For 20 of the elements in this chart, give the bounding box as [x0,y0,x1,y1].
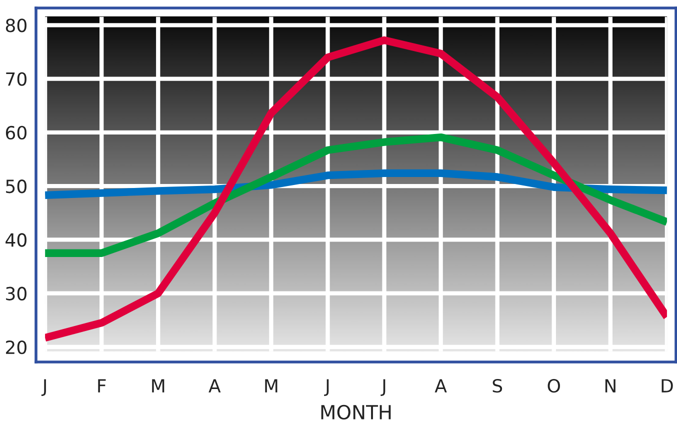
x-tick-label: J [41,379,46,396]
y-tick-label: 80 [6,18,26,32]
y-tick-label: 70 [6,72,26,86]
x-tick-label: O [548,378,560,393]
y-tick-label: 60 [6,126,26,140]
x-tick-label: A [208,379,221,392]
y-tick-label: 40 [6,233,26,247]
x-tick-label: N [605,379,616,392]
y-tick-label: 50 [6,180,26,194]
x-tick-label: J [324,379,329,396]
x-tick-label: A [434,379,447,392]
x-tick-label: M [265,379,278,392]
x-tick-label: D [662,379,673,392]
x-tick-label: M [152,379,164,392]
x-axis-title: MONTH [321,404,391,420]
y-tick-label: 20 [6,340,26,354]
x-tick-label: J [380,379,386,396]
x-tick-label: S [492,378,502,393]
x-tick-label: F [98,379,106,392]
y-tick-label: 30 [6,286,26,300]
